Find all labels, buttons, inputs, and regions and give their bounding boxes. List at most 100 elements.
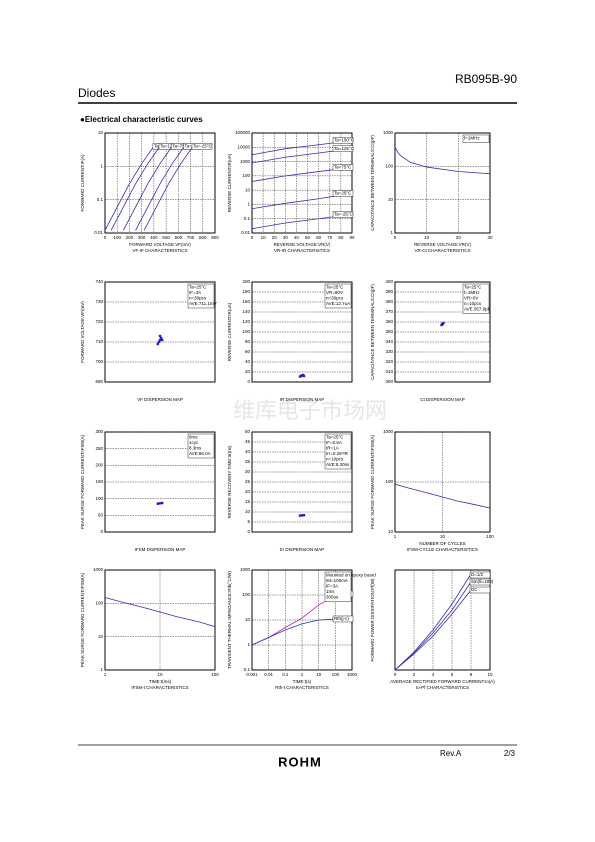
series-label-box <box>469 578 491 586</box>
x-tick-label: 6 <box>451 672 454 677</box>
y-tick-label: 0.1 <box>244 216 251 221</box>
series-label-box <box>469 586 491 594</box>
y-tick-label: 100000 <box>235 130 251 135</box>
series-label-box <box>191 143 213 150</box>
annotation: f=1MHz <box>464 136 480 141</box>
y-tick-label: 0.01 <box>241 230 250 235</box>
y-tick-label: 1000 <box>93 567 104 572</box>
annotation: VR=0V <box>464 296 478 301</box>
annotation: n=10pcs <box>326 457 344 462</box>
chart: 0 5 10 15 20 25 30 35 40 45 50 trr DISPERSION MAP RE… <box>227 429 353 552</box>
series-label: D=1/2 <box>471 572 484 577</box>
annotation: n=30pcs <box>189 296 207 301</box>
annotation: IF=3A <box>326 584 338 589</box>
y-axis-label: CAPACITANCE BETWEEN TERMINALS:Ct(pF) <box>370 135 375 231</box>
curve <box>110 146 161 231</box>
x-tick-label: 10 <box>261 235 267 240</box>
curve <box>394 581 472 671</box>
x-axis-label: FORWARD VOLTAGE:VF(mV) <box>129 242 191 247</box>
chart-caption: VR-Ct CHARACTERISTICS <box>414 248 470 253</box>
y-tick-label: 10 <box>388 197 394 202</box>
x-tick-label: 200 <box>126 235 134 240</box>
x-axis-label: TIME:t(s) <box>293 679 312 684</box>
data-point <box>300 374 304 377</box>
x-tick-label: 40 <box>294 235 300 240</box>
data-point <box>302 514 306 517</box>
y-axis-label: PEAK SURGE FORWARD CURRENT:IFSM(A) <box>370 434 375 529</box>
x-tick-label: 2 <box>413 672 416 677</box>
x-tick-label: 80 <box>338 235 344 240</box>
y-axis-label: FORWARD POWER DISSIPATION:Pf(W) <box>370 578 375 662</box>
curve <box>394 146 491 175</box>
y-tick-label: 350 <box>385 329 393 334</box>
annotation-box <box>324 433 352 470</box>
x-tick-label: 10 <box>440 534 446 539</box>
annotation: IM=100mA <box>326 578 348 583</box>
chart: 1 10 100 1000 1 10 100 TIME:t(ms)IFSM-t CHARACT… <box>80 567 219 690</box>
chart-caption: Rth-t CHARACTERISTICS <box>275 685 329 690</box>
y-tick-label: 700 <box>95 359 103 364</box>
y-tick-label: 0.1 <box>244 667 251 672</box>
brand-logo: ROHM <box>278 754 322 769</box>
data-point <box>159 336 163 340</box>
x-tick-label: 500 <box>162 235 170 240</box>
x-axis-label: REVERSE VOLTAGE:VR(V) <box>414 242 471 247</box>
y-tick-label: 400 <box>385 279 393 284</box>
annotation: Ta=25°C <box>189 285 207 290</box>
y-tick-label: 60 <box>245 349 251 354</box>
x-tick-label: 1000 <box>347 672 358 677</box>
annotation: f=1MHz <box>464 290 480 295</box>
y-tick-label: 25 <box>245 479 251 484</box>
x-tick-label: 0 <box>394 672 397 677</box>
x-tick-label: 1 <box>104 672 107 677</box>
plot-frame <box>394 132 491 234</box>
y-axis-label: REVERSE CURRENT:IR(uA) <box>227 302 232 361</box>
x-tick-label: 10 <box>316 672 322 677</box>
y-tick-label: 80 <box>245 339 251 344</box>
series-label-box <box>332 190 354 197</box>
y-tick-label: 1 <box>247 202 250 207</box>
plot-border <box>104 132 216 234</box>
plot-border <box>394 281 491 383</box>
x-tick-label: 0 <box>251 235 254 240</box>
curve <box>143 146 194 231</box>
annotation: VR=90V <box>326 290 343 295</box>
x-tick-label: 90 <box>349 235 355 240</box>
y-tick-label: 320 <box>385 359 393 364</box>
y-tick-label: 0 <box>247 529 250 534</box>
y-tick-label: 10 <box>388 529 394 534</box>
plot-border <box>394 569 491 671</box>
annotation-box <box>462 283 490 314</box>
y-tick-label: 100 <box>242 592 250 597</box>
y-tick-label: 180 <box>242 289 250 294</box>
page-number: 2/3 <box>504 749 516 758</box>
series-label-box <box>332 145 354 152</box>
curve <box>104 597 216 628</box>
y-tick-label: 140 <box>242 309 250 314</box>
series-label: Ta=25°C <box>334 190 352 195</box>
y-axis-label: FORWARD CURRENT:IF(A) <box>80 154 85 211</box>
y-tick-label: 380 <box>385 299 393 304</box>
data-point <box>441 322 444 326</box>
annotation-box <box>324 571 352 602</box>
y-axis-label: PEAK SURGE FORWARD CURRENT:IFSM(A) <box>80 572 85 667</box>
y-tick-label: 45 <box>245 439 251 444</box>
annotation: 8.3ms <box>189 446 202 451</box>
x-tick-label: 60 <box>316 235 322 240</box>
series-label-box <box>332 164 354 171</box>
annotation: n=10pcs <box>464 301 482 306</box>
y-tick-label: 35 <box>245 459 251 464</box>
data-point <box>158 338 162 342</box>
series-label: Ta=150°C <box>334 138 355 143</box>
annotation: IF=3A <box>189 290 201 295</box>
y-tick-label: 100 <box>385 164 393 169</box>
y-axis-label: FORWARD VOLTAGE:VF(mV) <box>80 301 85 363</box>
y-tick-label: 100 <box>242 329 250 334</box>
series-label: Ta=125°C <box>160 143 181 148</box>
data-point <box>157 340 161 344</box>
y-tick-label: 310 <box>385 369 393 374</box>
annotation: Ta=25°C <box>464 285 482 290</box>
x-tick-label: 10 <box>424 235 430 240</box>
chart-caption: VF-IF CHARACTERISTICS <box>132 248 187 253</box>
